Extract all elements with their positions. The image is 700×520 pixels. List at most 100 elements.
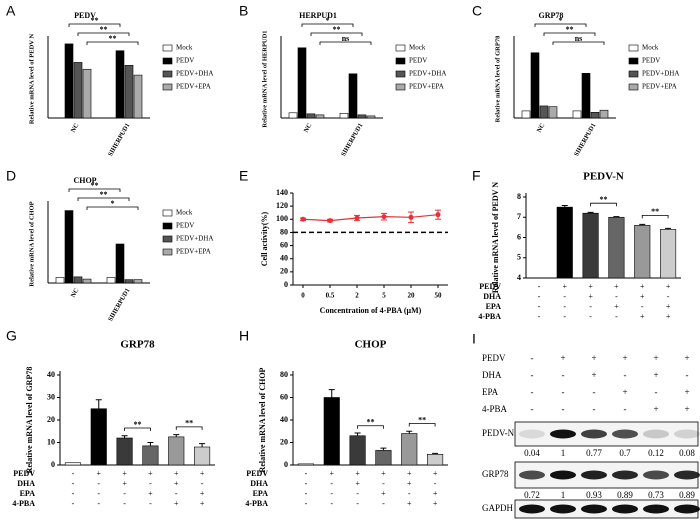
legend-swatch: [395, 70, 406, 78]
significance-bracket: [319, 41, 372, 45]
y-tick-label: 10: [47, 437, 55, 446]
blot-band: [581, 429, 607, 439]
condition-sign: -: [538, 292, 541, 301]
panel-label: D: [6, 168, 16, 184]
condition-sign: +: [200, 499, 205, 508]
x-tick-label: 0: [301, 292, 305, 300]
condition-sign: -: [330, 499, 333, 508]
panel-label: E: [239, 168, 248, 184]
condition-sign: -: [589, 302, 592, 311]
significance-label: *: [559, 16, 563, 25]
condition-sign: +: [407, 499, 412, 508]
condition-sign: +: [174, 479, 179, 488]
legend-swatch: [395, 83, 406, 91]
band-quantity: 0.89: [617, 490, 633, 500]
significance-label: **: [185, 419, 193, 428]
y-tick-label: 4: [517, 273, 521, 282]
bar: [73, 276, 83, 284]
error-bar: [406, 430, 413, 434]
condition-sign: -: [538, 302, 541, 311]
condition-sign: -: [655, 387, 658, 397]
chart-title: PEDV-N: [583, 171, 624, 183]
bar: [90, 408, 107, 466]
legend-label: Mock: [176, 44, 193, 52]
blot-band: [674, 504, 700, 514]
significance-label: *: [326, 16, 330, 25]
panel-label: C: [472, 3, 482, 19]
x-tick-label: 0.5: [326, 292, 335, 300]
condition-sign: -: [382, 499, 385, 508]
condition-sign: +: [684, 353, 689, 363]
condition-sign: +: [122, 479, 127, 488]
bar: [306, 113, 316, 119]
condition-sign: -: [72, 489, 75, 498]
condition-sign: -: [382, 479, 385, 488]
condition-sign: +: [407, 479, 412, 488]
legend-label: PEDV+EPA: [642, 83, 677, 91]
blot-band: [519, 470, 545, 480]
chart-title: GRP78: [120, 339, 155, 351]
condition-sign: -: [641, 302, 644, 311]
condition-sign: -: [531, 370, 534, 380]
legend-swatch: [628, 83, 639, 91]
bar: [572, 110, 582, 119]
condition-sign: -: [72, 499, 75, 508]
bar: [315, 114, 325, 119]
y-tick-label: 100: [276, 214, 288, 223]
bar: [348, 73, 358, 119]
condition-label: PEDV: [479, 282, 501, 291]
condition-sign: +: [433, 489, 438, 498]
x-tick-label: 50: [435, 292, 443, 300]
panel-label: A: [6, 3, 16, 19]
legend-label: PEDV+DHA: [176, 235, 213, 243]
significance-label: ns: [342, 34, 350, 43]
legend-swatch: [628, 70, 639, 78]
legend-swatch: [162, 44, 173, 52]
significance-label: **: [367, 418, 375, 427]
y-tick-label: 5: [517, 253, 521, 262]
error-bar: [380, 447, 387, 451]
condition-sign: +: [355, 479, 360, 488]
significance-label: **: [134, 420, 142, 429]
condition-sign: +: [653, 353, 658, 363]
condition-sign: +: [329, 469, 334, 478]
condition-sign: +: [174, 469, 179, 478]
condition-label: EPA: [20, 489, 36, 498]
legend-swatch: [162, 70, 173, 78]
bar: [55, 277, 65, 284]
y-axis-label: Relative mRNA level of PEDV N: [28, 34, 35, 125]
bar: [64, 210, 74, 284]
condition-sign: -: [563, 312, 566, 321]
bar: [288, 112, 298, 119]
significance-label: **: [600, 195, 608, 204]
bar: [133, 279, 143, 284]
condition-label: PEDV: [13, 469, 35, 478]
y-tick-label: 140: [276, 188, 288, 197]
condition-sign: +: [684, 404, 689, 414]
legend-label: PEDV: [642, 57, 660, 65]
significance-bracket: [408, 423, 436, 427]
condition-sign: +: [591, 353, 596, 363]
y-tick-label: 7: [517, 212, 521, 221]
error-bar: [173, 434, 180, 437]
significance-bracket: [543, 32, 596, 36]
legend-label: PEDV+DHA: [176, 70, 213, 78]
condition-sign: +: [562, 282, 567, 291]
condition-sign: -: [615, 312, 618, 321]
bar: [115, 50, 125, 119]
y-tick-label: 0: [284, 460, 288, 469]
condition-sign: -: [615, 292, 618, 301]
bar: [64, 43, 74, 119]
significance-label: **: [91, 181, 99, 190]
band-quantity: 0.72: [524, 490, 540, 500]
condition-label: DHA: [483, 292, 501, 301]
condition-sign: +: [684, 387, 689, 397]
bar: [124, 279, 134, 284]
condition-sign: -: [97, 499, 100, 508]
legend-swatch: [628, 57, 639, 65]
legend-swatch: [162, 235, 173, 243]
y-axis-label: Relative mRNA level of PEDV N: [491, 182, 500, 293]
significance-bracket: [77, 197, 130, 201]
bar: [106, 277, 116, 284]
condition-sign: +: [355, 469, 360, 478]
